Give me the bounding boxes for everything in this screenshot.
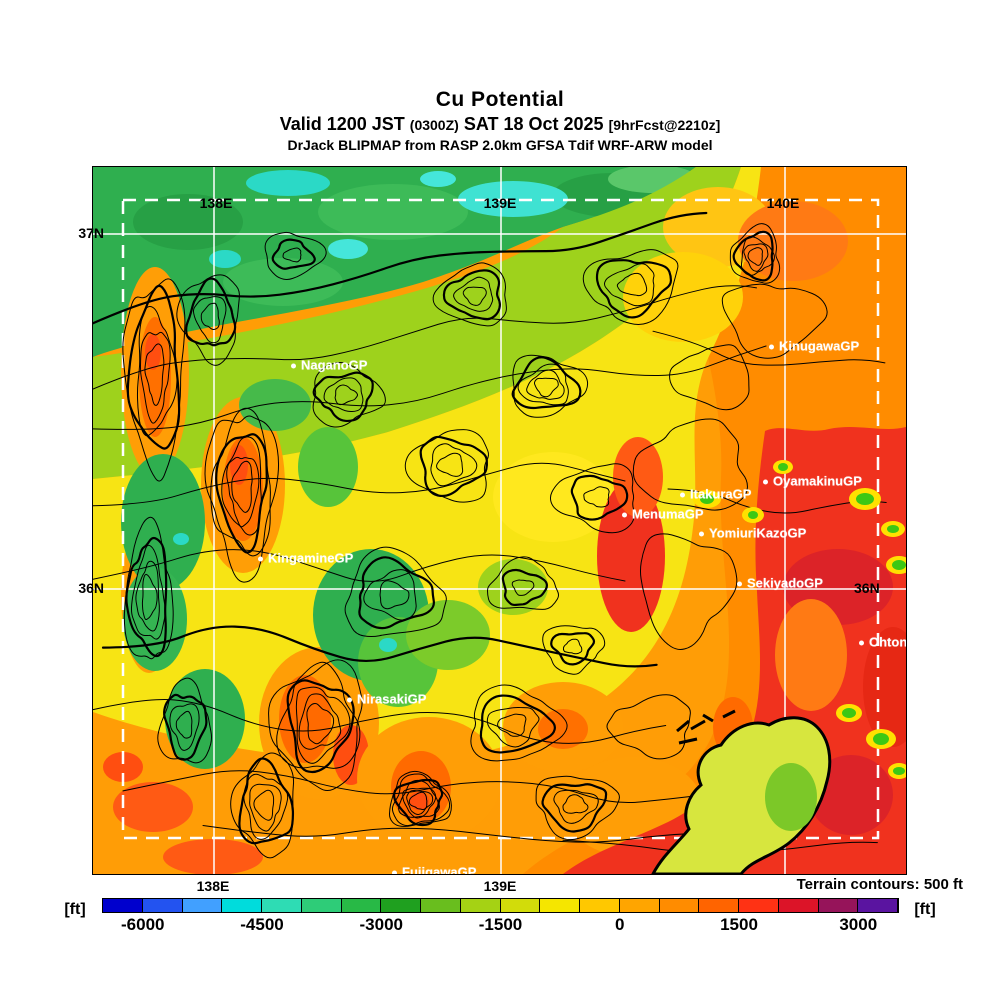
site-label: KinugawaGP <box>779 338 860 354</box>
colorbar-tick-3000: 3000 <box>839 915 878 934</box>
colorbar-cell-4 <box>262 899 302 912</box>
colorbar-cell-3 <box>222 899 262 912</box>
site-marker-itakuragp: ItakuraGP <box>680 487 751 502</box>
colorbar-cell-19 <box>858 899 898 912</box>
site-label: NirasakiGP <box>357 691 427 707</box>
meridian-label-139e: 139E <box>483 195 517 211</box>
colorbar-cell-15 <box>699 899 739 912</box>
site-marker-fujigawagp: FujigawaGP <box>392 864 477 875</box>
colorbar-cell-14 <box>659 899 700 912</box>
colorbar-cell-13 <box>619 899 660 912</box>
site-label: KingamineGP <box>268 550 354 566</box>
terrain-contour-lines <box>93 211 887 859</box>
valid-zulu-time: (0300Z) <box>409 117 459 134</box>
site-marker-nirasakigp: NirasakiGP <box>347 692 426 707</box>
site-dot <box>680 492 685 498</box>
green-spots <box>693 460 906 779</box>
forecast-tag: [9hrFcst@2210z] <box>608 117 721 134</box>
colorbar-cell-2 <box>182 899 223 912</box>
colorbar-cell-16 <box>739 899 779 912</box>
site-dot <box>258 556 263 562</box>
bottom-meridian-label-139e: 139E <box>483 878 517 894</box>
colorbar-cell-9 <box>460 899 501 912</box>
model-domain-dashed-box <box>121 198 880 840</box>
colorbar-cell-7 <box>381 899 421 912</box>
site-dot <box>291 363 296 369</box>
site-marker-naganogp: NaganoGP <box>291 358 367 373</box>
parallel-label-36n-left: 36N <box>78 580 104 596</box>
coastline-tokyo-bay <box>651 460 906 874</box>
site-dot <box>769 344 774 350</box>
site-dot <box>622 512 627 518</box>
colorbar-cell-10 <box>500 899 541 912</box>
colorbar: -6000 -4500 -3000 -1500 0 1500 3000 <box>102 898 899 934</box>
colorbar-tick-0: 0 <box>615 915 625 934</box>
site-label: OyamakinuGP <box>773 473 862 489</box>
site-dot <box>859 640 864 646</box>
colorbar-tick--6000: -6000 <box>121 915 165 934</box>
site-dot <box>347 697 352 703</box>
colorbar-cell-17 <box>778 899 819 912</box>
site-label: SekiyadoGP <box>747 575 823 591</box>
site-label: ItakuraGP <box>690 486 752 502</box>
site-dot <box>737 581 742 587</box>
meridian-label-140e: 140E <box>766 195 800 211</box>
site-dot <box>699 531 704 537</box>
valid-date: SAT 18 Oct 2025 <box>463 114 604 135</box>
valid-line: Valid 1200 JST (0300Z) SAT 18 Oct 2025 [… <box>0 114 1000 135</box>
colorbar-unit-right: [ft] <box>914 901 936 918</box>
site-marker-kingaminegp: KingamineGP <box>258 551 353 566</box>
colorbar-tick--3000: -3000 <box>359 915 403 934</box>
site-marker-yomiurikazogp: YomiuriKazoGP <box>699 526 806 541</box>
colorbar-unit-left: [ft] <box>64 901 86 918</box>
site-marker-ohtone: Ohtone <box>859 634 907 650</box>
forecast-map: NaganoGP KinugawaGP OyamakinuGP ItakuraGP Me… <box>92 166 907 875</box>
page-title: Cu Potential <box>435 88 565 111</box>
meridian-label-138e: 138E <box>199 195 233 211</box>
site-label: Ohtone <box>869 634 907 650</box>
colorbar-cell-5 <box>301 899 342 912</box>
site-dot <box>763 479 768 485</box>
site-marker-menumagp: MenumaGP <box>622 507 704 522</box>
colorbar-tick--4500: -4500 <box>240 915 284 934</box>
parallel-label-37n-left: 37N <box>78 225 104 241</box>
colorbar-cell-12 <box>580 899 620 912</box>
colorbar-cell-6 <box>341 899 382 912</box>
header: Cu Potential Valid 1200 JST (0300Z) SAT … <box>0 88 1000 153</box>
site-label: FujigawaGP <box>402 864 477 875</box>
site-label: YomiuriKazoGP <box>709 525 807 541</box>
colorbar-cell-1 <box>142 899 183 912</box>
site-marker-kinugawagp: KinugawaGP <box>769 339 859 354</box>
site-marker-sekiyadogp: SekiyadoGP <box>737 576 823 591</box>
site-marker-oyamakinugp: OyamakinuGP <box>763 474 862 489</box>
colorbar-tick--1500: -1500 <box>478 915 523 934</box>
parallel-label-36n-right: 36N <box>854 580 880 596</box>
terrain-contours-note: Terrain contours: 500 ft <box>796 876 963 893</box>
map-overlay: NaganoGP KinugawaGP OyamakinuGP ItakuraGP Me… <box>93 167 906 874</box>
model-line: DrJack BLIPMAP from RASP 2.0km GFSA Tdif… <box>287 136 713 153</box>
colorbar-cell-11 <box>540 899 580 912</box>
bottom-meridian-label-138e: 138E <box>196 878 230 894</box>
site-label: NaganoGP <box>301 357 368 373</box>
colorbar-cell-8 <box>421 899 461 912</box>
colorbar-cell-0 <box>103 899 143 912</box>
site-dot <box>392 870 397 874</box>
site-label: MenumaGP <box>632 506 704 522</box>
valid-time: Valid 1200 JST <box>279 114 405 135</box>
terrain-map-canvas <box>93 167 906 874</box>
colorbar-cell-18 <box>818 899 859 912</box>
colorbar-tick-1500: 1500 <box>720 915 758 934</box>
